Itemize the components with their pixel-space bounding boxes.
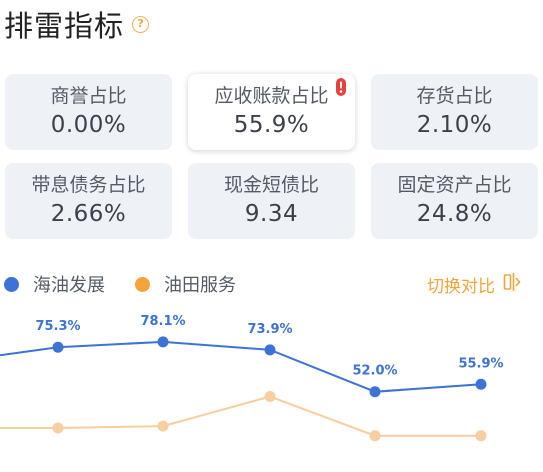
data-point[interactable] bbox=[264, 344, 276, 356]
switch-compare-label: 切换对比 bbox=[427, 276, 495, 297]
line-chart: 75.3% 78.1% 73.9% 52.0% 55.9% bbox=[0, 314, 504, 442]
card-value: 2.10% bbox=[416, 112, 493, 138]
series-line-1 bbox=[0, 340, 482, 393]
card-label: 现金短债比 bbox=[223, 174, 319, 196]
card-label: 商誉占比 bbox=[50, 85, 127, 107]
card-cash-short-debt-ratio[interactable]: 现金短债比 9.34 bbox=[188, 163, 355, 239]
legend-item-series-2[interactable]: 油田服务 bbox=[135, 271, 236, 297]
data-point[interactable] bbox=[52, 422, 64, 434]
question-circle-icon[interactable]: ? bbox=[132, 15, 150, 33]
data-point[interactable] bbox=[369, 430, 381, 442]
card-value: 9.34 bbox=[244, 201, 299, 227]
switch-compare-button[interactable]: 切换对比 bbox=[427, 270, 521, 298]
header: 排雷指标 ? bbox=[4, 4, 150, 44]
legend-label: 油田服务 bbox=[164, 275, 236, 296]
card-inventory-ratio[interactable]: 存货占比 2.10% bbox=[371, 74, 538, 150]
card-value: 0.00% bbox=[50, 112, 127, 138]
card-label: 存货占比 bbox=[416, 85, 493, 107]
card-value: 24.8% bbox=[416, 201, 493, 227]
data-label: 52.0% bbox=[352, 364, 397, 379]
legend-dot-icon bbox=[4, 276, 19, 292]
chart-legend: 海油发展 油田服务 bbox=[4, 270, 266, 298]
data-point[interactable] bbox=[369, 386, 381, 398]
alert-icon bbox=[333, 76, 349, 98]
card-interest-debt-ratio[interactable]: 带息债务占比 2.66% bbox=[5, 163, 172, 239]
series-line-2 bbox=[0, 395, 481, 437]
legend-dot-icon bbox=[135, 276, 150, 292]
data-label: 75.3% bbox=[35, 319, 80, 334]
card-receivables-ratio[interactable]: 应收账款占比 55.9% bbox=[188, 74, 355, 150]
data-point[interactable] bbox=[157, 336, 169, 348]
data-point[interactable] bbox=[475, 378, 487, 390]
legend-label: 海油发展 bbox=[33, 275, 105, 296]
card-value: 55.9% bbox=[233, 112, 310, 138]
card-label: 固定资产占比 bbox=[397, 174, 512, 196]
card-label: 应收账款占比 bbox=[214, 85, 329, 107]
card-value: 2.66% bbox=[50, 201, 127, 227]
compare-switch-icon bbox=[503, 272, 521, 296]
legend-item-series-1[interactable]: 海油发展 bbox=[4, 271, 105, 297]
data-point[interactable] bbox=[157, 420, 169, 432]
data-label: 55.9% bbox=[458, 356, 503, 371]
page-title: 排雷指标 bbox=[4, 9, 125, 43]
data-point[interactable] bbox=[475, 430, 487, 442]
data-point[interactable] bbox=[52, 341, 64, 353]
card-goodwill-ratio[interactable]: 商誉占比 0.00% bbox=[5, 74, 172, 150]
data-label: 73.9% bbox=[247, 322, 292, 337]
data-label: 78.1% bbox=[140, 314, 185, 329]
data-point[interactable] bbox=[264, 391, 276, 403]
card-fixed-assets-ratio[interactable]: 固定资产占比 24.8% bbox=[371, 163, 538, 239]
card-label: 带息债务占比 bbox=[31, 174, 146, 196]
